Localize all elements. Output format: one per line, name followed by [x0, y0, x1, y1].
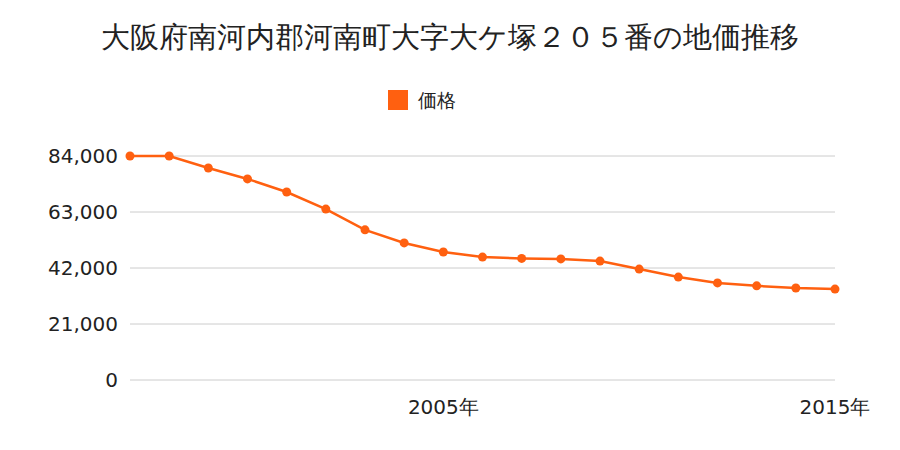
plot-area — [126, 152, 840, 294]
point — [321, 205, 330, 214]
point — [204, 164, 213, 173]
point — [282, 188, 291, 197]
point — [556, 254, 565, 263]
point — [596, 257, 605, 266]
point — [713, 278, 722, 287]
point — [439, 248, 448, 257]
point — [831, 285, 840, 294]
grid-line — [130, 324, 835, 325]
y-tick-label: 63,000 — [48, 200, 118, 224]
series-line — [130, 156, 835, 289]
point — [243, 174, 252, 183]
chart: 大阪府南河内郡河南町大字大ケ塚２０５番の地価推移価格 0 21,000 42,000 6… — [0, 0, 900, 450]
point — [400, 238, 409, 247]
legend-swatch — [388, 90, 408, 110]
point — [478, 253, 487, 262]
y-tick-label: 42,000 — [48, 256, 118, 280]
point — [517, 254, 526, 263]
y-tick-label: 84,000 — [48, 144, 118, 168]
grid-line — [130, 212, 835, 213]
grid-line — [130, 268, 835, 269]
point — [752, 281, 761, 290]
title: 大阪府南河内郡河南町大字大ケ塚２０５番の地価推移 — [101, 20, 799, 54]
grid-line — [130, 380, 835, 381]
point — [165, 152, 174, 161]
legend-label: 価格 — [418, 89, 456, 111]
x-tick-label: 2005年 — [408, 395, 479, 419]
grid-line — [130, 156, 835, 157]
point — [361, 225, 370, 234]
y-tick-label: 21,000 — [48, 312, 118, 336]
x-tick-label: 2015年 — [800, 395, 871, 419]
point — [674, 273, 683, 282]
y-tick-label: 0 — [105, 368, 118, 392]
point — [126, 152, 135, 161]
point — [791, 284, 800, 293]
point — [635, 265, 644, 274]
